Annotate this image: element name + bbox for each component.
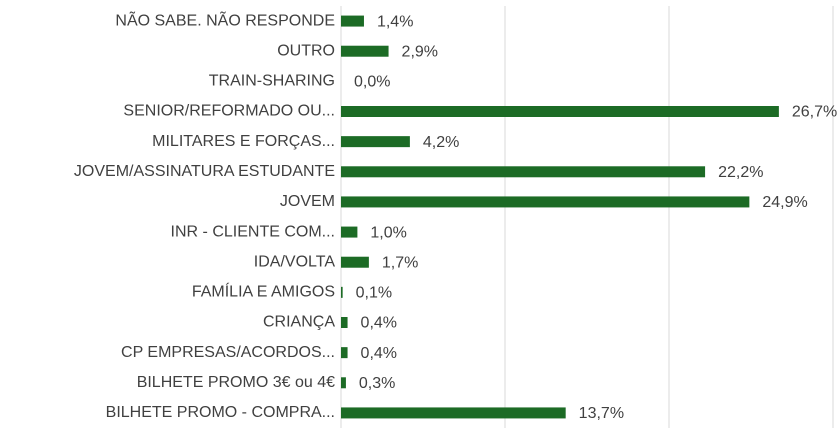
category-label: JOVEM — [280, 193, 335, 210]
data-label: 24,9% — [762, 194, 807, 211]
bar — [341, 347, 348, 359]
bar — [341, 286, 343, 298]
bar — [341, 136, 410, 148]
data-label: 0,1% — [356, 285, 392, 302]
category-label: TRAIN-SHARING — [209, 73, 335, 90]
bar — [341, 166, 706, 178]
bar — [341, 106, 779, 117]
data-label: 26,7% — [792, 104, 837, 121]
category-label: MILITARES E FORÇAS... — [152, 133, 335, 150]
data-label: 1,4% — [377, 13, 413, 30]
category-label: BILHETE PROMO 3€ ou 4€ — [137, 374, 335, 391]
data-label: 4,2% — [423, 134, 459, 151]
category-label: OUTRO — [277, 42, 335, 59]
category-label: IDA/VOLTA — [254, 253, 336, 270]
data-label: 0,4% — [361, 315, 397, 332]
data-label: 0,4% — [361, 345, 397, 362]
category-label: INR - CLIENTE COM... — [171, 223, 335, 240]
bar — [341, 196, 750, 208]
category-label: NÃO SABE. NÃO RESPONDE — [115, 9, 335, 29]
bar — [341, 377, 346, 389]
data-label: 1,7% — [382, 254, 418, 271]
data-label: 22,2% — [718, 164, 763, 181]
bar — [341, 226, 358, 238]
category-label: FAMÍLIA E AMIGOS — [192, 282, 335, 301]
data-label: 1,0% — [370, 224, 406, 241]
bar — [341, 45, 389, 57]
data-label: 0,0% — [354, 74, 390, 91]
bar — [341, 15, 364, 27]
data-label: 0,3% — [359, 375, 395, 392]
category-label: SENIOR/REFORMADO OU... — [123, 103, 335, 120]
data-label: 13,7% — [579, 405, 624, 422]
category-label: CP EMPRESAS/ACORDOS... — [121, 344, 335, 361]
data-label: 2,9% — [402, 43, 438, 60]
category-label: JOVEM/ASSINATURA ESTUDANTE — [74, 163, 335, 180]
category-label: CRIANÇA — [263, 314, 335, 331]
bar — [341, 407, 566, 419]
bar — [341, 317, 348, 328]
bar — [341, 256, 369, 268]
category-label: BILHETE PROMO - COMPRA... — [106, 404, 335, 421]
